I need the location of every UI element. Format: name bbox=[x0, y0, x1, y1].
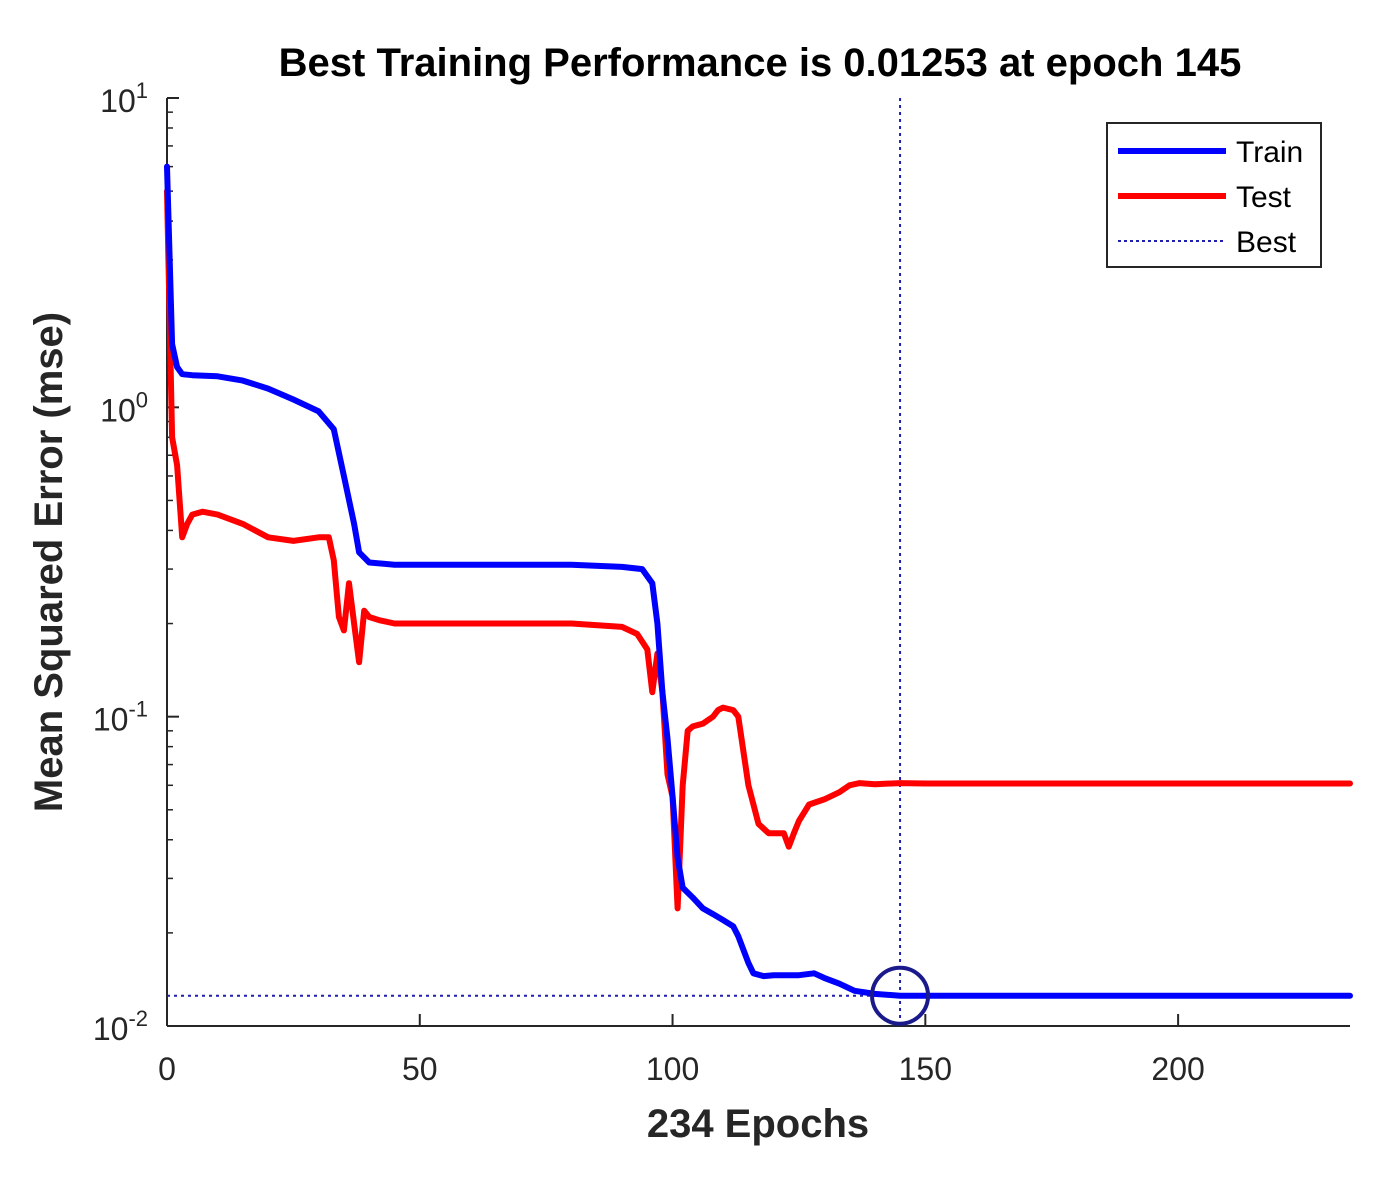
y-axis-label: Mean Squared Error (mse) bbox=[27, 312, 71, 812]
x-tick-label: 150 bbox=[899, 1051, 952, 1087]
x-axis-label: 234 Epochs bbox=[647, 1102, 869, 1146]
y-tick-label: 10-2 bbox=[93, 1006, 148, 1047]
x-tick-label: 100 bbox=[646, 1051, 699, 1087]
x-tick-label: 0 bbox=[158, 1051, 176, 1087]
y-tick-label: 101 bbox=[100, 78, 148, 119]
series-test-line bbox=[164, 188, 1353, 912]
y-tick-label: 10-1 bbox=[93, 697, 148, 738]
series-train-line bbox=[164, 163, 1353, 999]
x-tick-label: 50 bbox=[402, 1051, 438, 1087]
best-marker bbox=[870, 965, 931, 1026]
axis-ticks: 0 50 100 150 200 101 100 10-1 10-2 bbox=[93, 78, 1205, 1087]
legend-test-label: Test bbox=[1236, 181, 1292, 214]
legend-best-label: Best bbox=[1236, 226, 1297, 259]
x-tick-label: 200 bbox=[1151, 1051, 1204, 1087]
y-tick-label: 100 bbox=[100, 387, 148, 428]
plot-area bbox=[164, 98, 1353, 1026]
chart-title: Best Training Performance is 0.01253 at … bbox=[279, 41, 1242, 85]
legend-train-label: Train bbox=[1236, 136, 1303, 169]
legend: Train Test Best bbox=[1106, 122, 1322, 268]
